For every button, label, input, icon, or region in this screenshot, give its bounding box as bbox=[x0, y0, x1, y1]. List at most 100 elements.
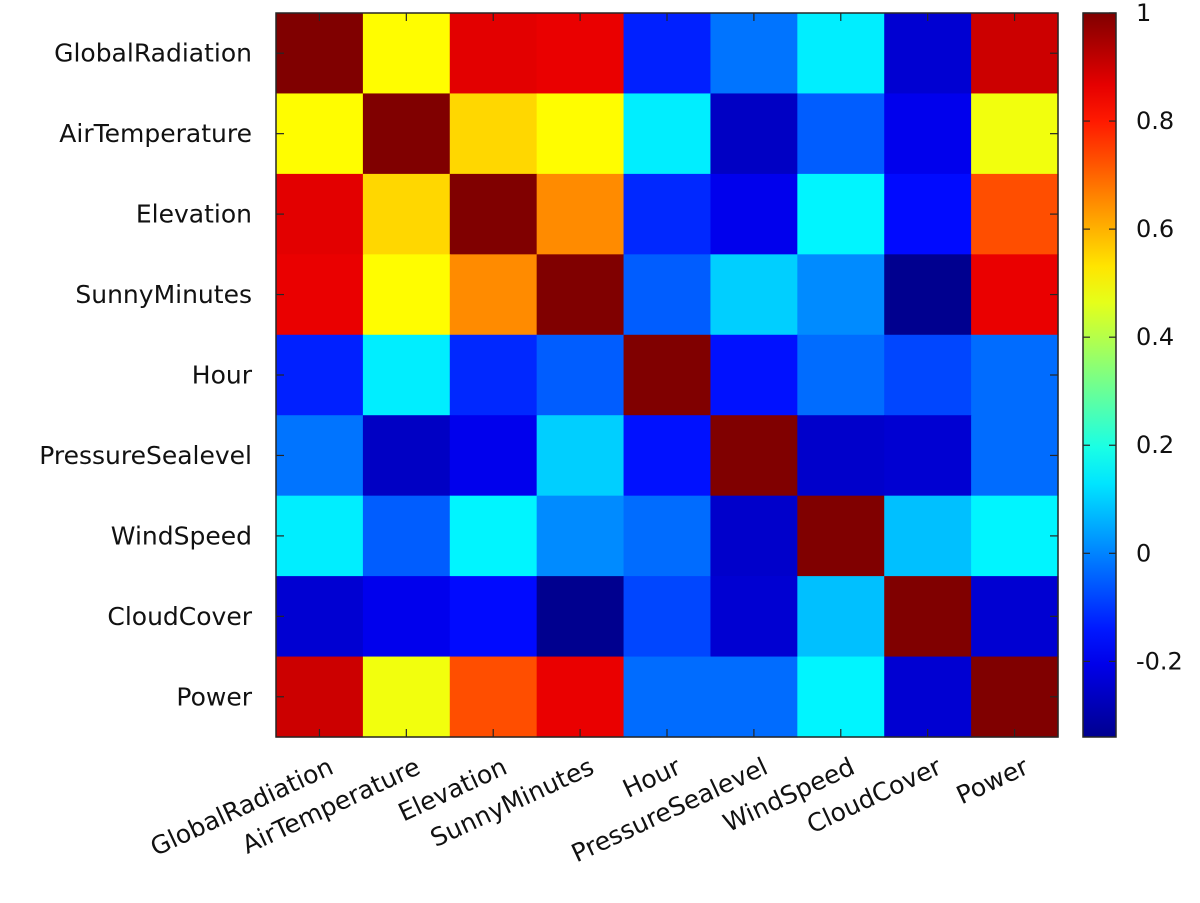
heatmap-cell bbox=[971, 13, 1059, 95]
y-tick-label: Hour bbox=[192, 361, 253, 390]
heatmap-cell bbox=[362, 13, 451, 95]
heatmap-cell bbox=[449, 93, 538, 175]
heatmap-cell bbox=[797, 576, 885, 658]
heatmap-cell bbox=[884, 415, 972, 497]
heatmap-cell bbox=[362, 576, 451, 658]
heatmap-cell bbox=[797, 173, 885, 255]
colorbar-gradient bbox=[1083, 13, 1116, 737]
heatmap-cell bbox=[884, 13, 972, 95]
heatmap-cell bbox=[797, 656, 885, 738]
heatmap-cell bbox=[449, 656, 538, 738]
heatmap-cell bbox=[797, 93, 885, 175]
heatmap-cell bbox=[971, 173, 1059, 255]
y-tick-label: AirTemperature bbox=[59, 119, 252, 148]
heatmap-cell bbox=[449, 173, 538, 255]
colorbar-tick-label: -0.2 bbox=[1136, 647, 1183, 675]
colorbar-tick-label: 0.4 bbox=[1136, 323, 1174, 351]
heatmap-cell bbox=[276, 254, 364, 336]
y-axis-ticks bbox=[276, 52, 1058, 698]
heatmap-cell bbox=[623, 495, 712, 577]
colorbar-tick-label: 1 bbox=[1136, 0, 1151, 27]
heatmap-cell bbox=[971, 415, 1059, 497]
heatmap-cell bbox=[449, 13, 538, 95]
heatmap-cell bbox=[797, 415, 885, 497]
heatmap-cell bbox=[449, 415, 538, 497]
y-tick-label: Elevation bbox=[136, 200, 252, 229]
heatmap-cell bbox=[710, 93, 798, 175]
heatmap-cell bbox=[276, 173, 364, 255]
heatmap-cell bbox=[449, 254, 538, 336]
heatmap-cell bbox=[536, 415, 625, 497]
heatmap-cell bbox=[276, 334, 364, 416]
y-tick-label: WindSpeed bbox=[111, 521, 252, 550]
heatmap-cell bbox=[971, 93, 1059, 175]
heatmap-cell bbox=[276, 576, 364, 658]
colorbar-tick-label: 0.2 bbox=[1136, 431, 1174, 459]
heatmap-cell bbox=[884, 254, 972, 336]
heatmap-cell bbox=[362, 495, 451, 577]
heatmap-cell bbox=[449, 495, 538, 577]
colorbar-tick-label: 0.8 bbox=[1136, 107, 1174, 135]
heatmap-cell bbox=[362, 334, 451, 416]
heatmap-cell bbox=[536, 173, 625, 255]
y-tick-label: GlobalRadiation bbox=[54, 39, 252, 68]
heatmap-cell bbox=[710, 13, 798, 95]
heatmap-cell bbox=[623, 13, 712, 95]
heatmap-cell bbox=[276, 495, 364, 577]
heatmap-cell bbox=[971, 656, 1059, 738]
heatmap-cell bbox=[536, 93, 625, 175]
heatmap-cell bbox=[623, 334, 712, 416]
heatmap-cell bbox=[623, 656, 712, 738]
heatmap-cell bbox=[276, 415, 364, 497]
y-tick-label: Power bbox=[176, 682, 252, 711]
heatmap-cell bbox=[884, 656, 972, 738]
heatmap-cell bbox=[884, 173, 972, 255]
heatmap-cell bbox=[276, 13, 364, 95]
heatmap-cell bbox=[797, 334, 885, 416]
heatmap-cell bbox=[710, 173, 798, 255]
heatmap-cell bbox=[362, 254, 451, 336]
heatmap-cell bbox=[362, 173, 451, 255]
heatmap-cell bbox=[884, 93, 972, 175]
heatmap-cell bbox=[362, 93, 451, 175]
heatmap-cell bbox=[536, 334, 625, 416]
heatmap-cell bbox=[710, 656, 798, 738]
x-axis-ticks bbox=[318, 13, 1016, 737]
heatmap-cell bbox=[276, 656, 364, 738]
x-axis-tick-labels: GlobalRadiationAirTemperatureElevationSu… bbox=[146, 752, 1033, 869]
heatmap-cell bbox=[449, 576, 538, 658]
heatmap-cell bbox=[536, 495, 625, 577]
colorbar-ticks: -0.2 0 0.2 0.4 0.6 0.8 1 bbox=[1083, 0, 1183, 675]
heatmap-cells bbox=[276, 13, 1059, 738]
heatmap-cell bbox=[536, 13, 625, 95]
colorbar-tick-label: 0 bbox=[1136, 539, 1151, 567]
heatmap-cell bbox=[971, 576, 1059, 658]
heatmap-cell bbox=[710, 254, 798, 336]
heatmap-cell bbox=[971, 495, 1059, 577]
heatmap-cell bbox=[710, 334, 798, 416]
y-tick-label: SunnyMinutes bbox=[75, 280, 252, 309]
y-tick-label: CloudCover bbox=[107, 602, 252, 631]
heatmap-cell bbox=[362, 415, 451, 497]
heatmap-cell bbox=[710, 576, 798, 658]
heatmap-cell bbox=[536, 254, 625, 336]
heatmap-cell bbox=[536, 656, 625, 738]
heatmap-cell bbox=[536, 576, 625, 658]
x-tick-label: Power bbox=[952, 752, 1033, 811]
heatmap-cell bbox=[884, 334, 972, 416]
heatmap-cell bbox=[449, 334, 538, 416]
heatmap-cell bbox=[623, 93, 712, 175]
colorbar-tick-label: 0.6 bbox=[1136, 215, 1174, 243]
y-axis-tick-labels: GlobalRadiation AirTemperature Elevation Su… bbox=[39, 39, 253, 712]
colorbar-frame bbox=[1082, 12, 1117, 738]
heatmap-cell bbox=[623, 415, 712, 497]
heatmap-cell bbox=[971, 334, 1059, 416]
heatmap-cell bbox=[623, 173, 712, 255]
heatmap-cell bbox=[276, 93, 364, 175]
heatmap-cell bbox=[623, 254, 712, 336]
heatmap-cell bbox=[710, 415, 798, 497]
heatmap-cell bbox=[797, 13, 885, 95]
heatmap-cell bbox=[797, 495, 885, 577]
heatmap-cell bbox=[710, 495, 798, 577]
